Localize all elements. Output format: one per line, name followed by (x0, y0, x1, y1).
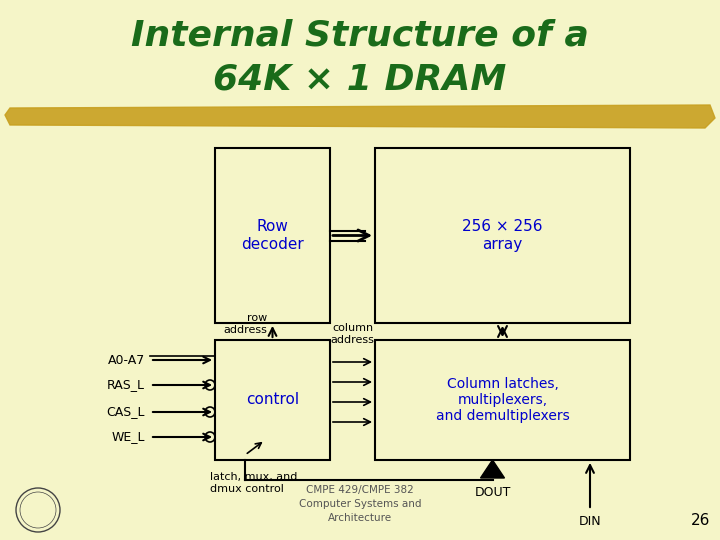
Text: RAS_L: RAS_L (107, 379, 145, 392)
Bar (375, 148, 630, 323)
Text: WE_L: WE_L (112, 430, 145, 443)
Bar (215, 340, 330, 460)
Bar (375, 340, 630, 460)
Polygon shape (480, 460, 505, 478)
Text: DOUT: DOUT (474, 486, 510, 499)
Text: control: control (246, 393, 299, 408)
Text: Computer Systems and: Computer Systems and (299, 499, 421, 509)
Text: 256 × 256
array: 256 × 256 array (462, 219, 543, 252)
Bar (215, 148, 330, 323)
Polygon shape (5, 105, 715, 128)
Text: Column latches,
multiplexers,
and demultiplexers: Column latches, multiplexers, and demult… (436, 377, 570, 423)
Text: Internal Structure of a: Internal Structure of a (131, 18, 589, 52)
Text: DIN: DIN (579, 515, 601, 528)
Text: latch, mux, and
dmux control: latch, mux, and dmux control (210, 472, 297, 494)
Text: Row
decoder: Row decoder (241, 219, 304, 252)
Text: A0-A7: A0-A7 (108, 354, 145, 367)
Text: row
address: row address (224, 313, 268, 335)
Text: CAS_L: CAS_L (107, 406, 145, 419)
Text: Architecture: Architecture (328, 513, 392, 523)
Text: 64K × 1 DRAM: 64K × 1 DRAM (213, 63, 507, 97)
Text: CMPE 429/CMPE 382: CMPE 429/CMPE 382 (306, 485, 414, 495)
Text: column
address: column address (330, 323, 374, 345)
Text: 26: 26 (690, 513, 710, 528)
